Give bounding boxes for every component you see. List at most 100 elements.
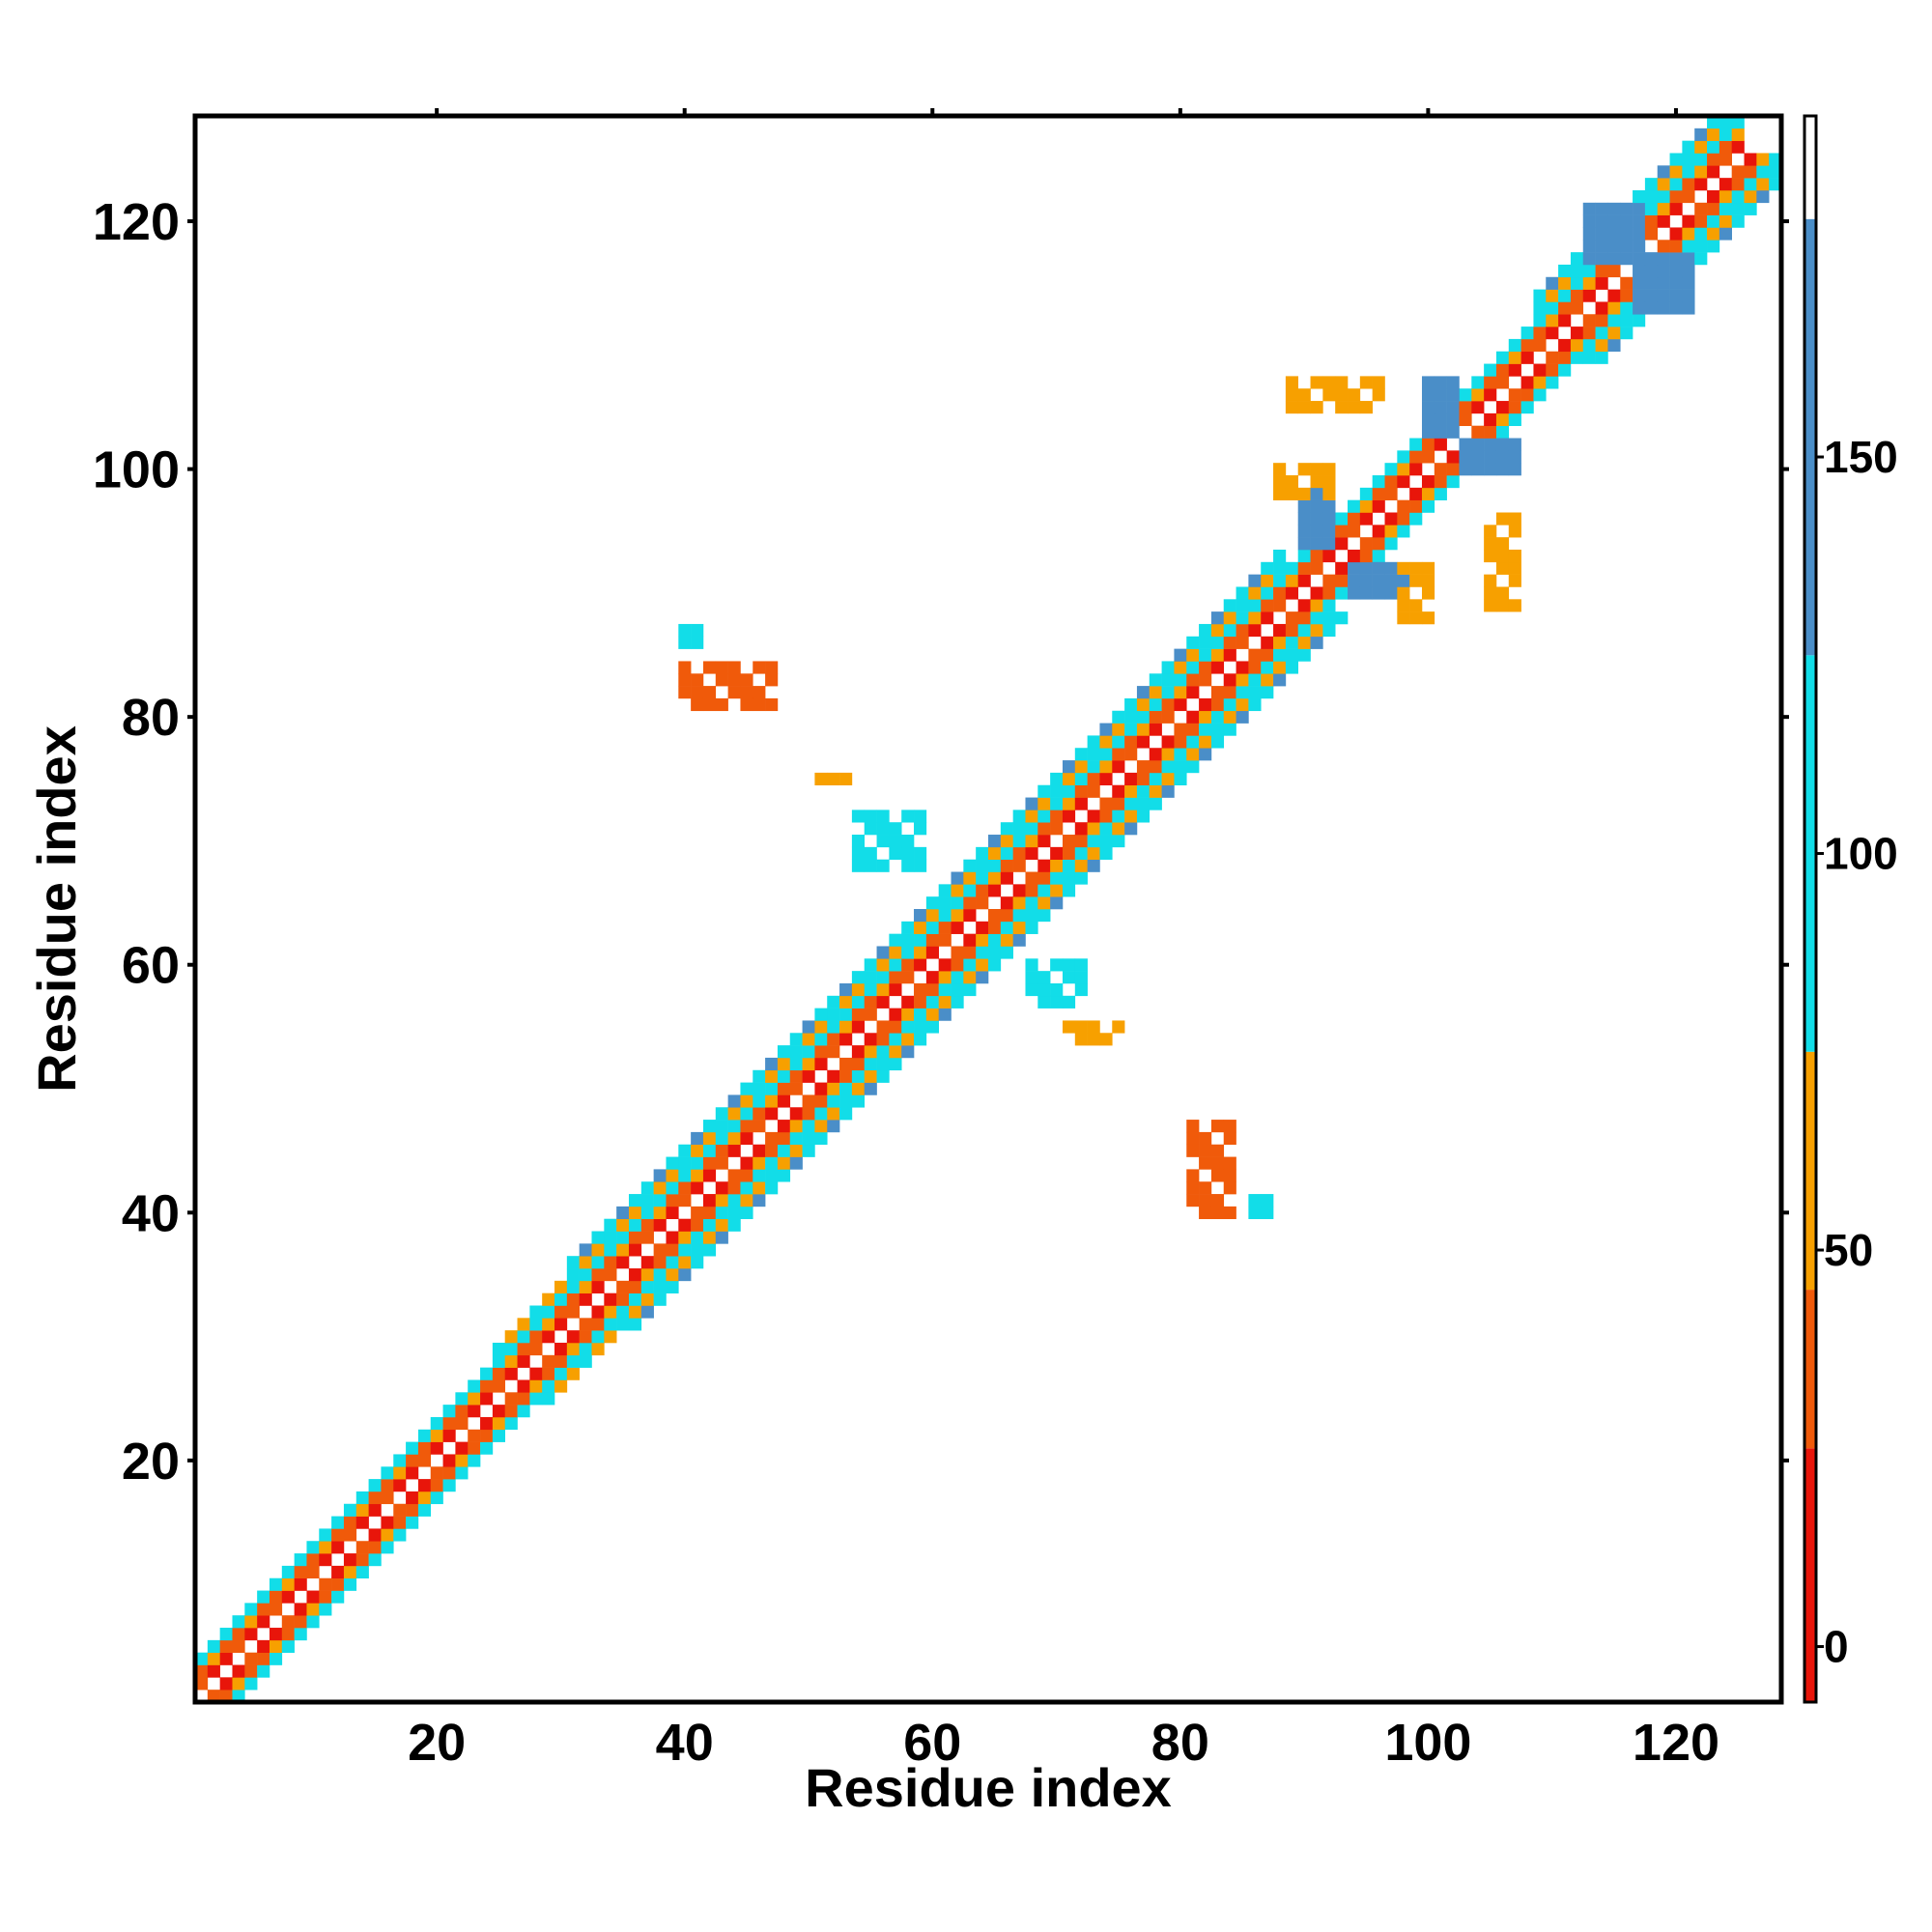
- heatmap-cell: [430, 1479, 443, 1492]
- heatmap-cell: [1297, 537, 1311, 551]
- heatmap-cell: [802, 1020, 815, 1034]
- heatmap-cell: [827, 1094, 840, 1108]
- heatmap-cell: [1495, 549, 1510, 563]
- heatmap-cell: [938, 1008, 952, 1021]
- heatmap-cell: [753, 1156, 766, 1170]
- heatmap-cell: [1322, 549, 1336, 563]
- heatmap-cell: [678, 1231, 692, 1244]
- heatmap-cell: [1124, 748, 1138, 761]
- heatmap-cell: [1508, 599, 1521, 612]
- heatmap-cell: [876, 835, 890, 848]
- heatmap-cell: [1285, 648, 1299, 662]
- heatmap-cell: [1285, 487, 1299, 500]
- heatmap-cell: [951, 871, 964, 885]
- colorbar-frame: [1803, 114, 1818, 1704]
- heatmap-cell: [1719, 189, 1732, 204]
- heatmap-cell: [1199, 1194, 1212, 1208]
- heatmap-cell: [1595, 338, 1608, 353]
- heatmap-cell: [1322, 623, 1336, 638]
- heatmap-cell: [1508, 388, 1521, 402]
- heatmap-cell: [306, 1553, 320, 1567]
- heatmap-cell: [777, 1144, 791, 1157]
- heatmap-cell: [1397, 574, 1410, 587]
- colorbar-band: [1804, 1051, 1816, 1291]
- heatmap-cell: [1471, 450, 1485, 464]
- heatmap-cell: [1285, 623, 1299, 638]
- heatmap-cell: [604, 1231, 617, 1244]
- heatmap-cell: [616, 1318, 630, 1331]
- heatmap-cell: [1199, 1144, 1212, 1157]
- heatmap-cell: [1236, 661, 1249, 674]
- heatmap-cell: [702, 1169, 717, 1182]
- heatmap-cell: [925, 933, 939, 947]
- heatmap-cell: [1037, 909, 1051, 923]
- heatmap-cell: [789, 1045, 803, 1059]
- heatmap-cell: [777, 1169, 791, 1182]
- heatmap-cell: [480, 1379, 494, 1393]
- heatmap-cell: [1620, 214, 1634, 228]
- heatmap-cell: [653, 1218, 667, 1232]
- heatmap-cell: [1669, 165, 1683, 179]
- heatmap-cell: [1310, 525, 1323, 538]
- heatmap-cell: [1174, 686, 1187, 699]
- heatmap-cell: [1062, 784, 1076, 798]
- heatmap-cell: [1335, 525, 1349, 538]
- heatmap-cell: [542, 1305, 555, 1319]
- heatmap-cell: [1297, 549, 1311, 563]
- heatmap-cell: [889, 958, 902, 972]
- heatmap-cell: [591, 1256, 605, 1269]
- heatmap-cell: [269, 1628, 283, 1641]
- heatmap-cell: [1707, 128, 1720, 141]
- heatmap-cell: [554, 1367, 568, 1380]
- heatmap-cell: [492, 1416, 506, 1431]
- heatmap-cell: [1719, 202, 1732, 215]
- heatmap-cell: [331, 1516, 345, 1529]
- heatmap-cell: [827, 1069, 840, 1083]
- heatmap-cell: [666, 1231, 679, 1244]
- heatmap-cell: [1707, 214, 1720, 228]
- heatmap-cell: [1161, 673, 1175, 687]
- heatmap-cell: [1310, 561, 1323, 575]
- heatmap-cell: [827, 1045, 840, 1059]
- heatmap-cell: [319, 1603, 332, 1616]
- heatmap-cell: [851, 1082, 866, 1095]
- heatmap-cell: [579, 1330, 592, 1344]
- heatmap-cell: [1471, 401, 1485, 414]
- heatmap-cell: [554, 1354, 568, 1368]
- heatmap-cell: [1322, 611, 1336, 625]
- heatmap-cell: [666, 1268, 679, 1282]
- heatmap-cell: [914, 958, 927, 972]
- heatmap-cell: [1087, 1020, 1100, 1034]
- heatmap-cell: [765, 1069, 779, 1083]
- heatmap-cell: [1384, 525, 1398, 538]
- heatmap-cell: [1297, 401, 1311, 414]
- heatmap-cell: [1186, 1194, 1200, 1208]
- heatmap-cell: [1434, 463, 1447, 476]
- heatmap-cell: [1657, 264, 1670, 278]
- heatmap-cell: [1223, 1156, 1236, 1170]
- heatmap-cell: [1348, 574, 1361, 587]
- heatmap-cell: [1359, 574, 1373, 587]
- heatmap-cell: [1012, 896, 1026, 910]
- heatmap-cell: [1582, 264, 1596, 278]
- heatmap-cell: [1322, 537, 1336, 551]
- heatmap-cell: [753, 697, 766, 712]
- colorbar-tick-label: 50: [1824, 1225, 1873, 1275]
- heatmap-cell: [219, 1628, 233, 1641]
- heatmap-cell: [1124, 735, 1138, 749]
- heatmap-cell: [1223, 1131, 1236, 1146]
- heatmap-cell: [1000, 909, 1013, 923]
- heatmap-cell: [827, 995, 840, 1009]
- heatmap-cell: [430, 1491, 443, 1505]
- heatmap-cell: [1434, 412, 1447, 427]
- heatmap-cell: [1421, 487, 1435, 500]
- heatmap-cell: [1595, 214, 1608, 228]
- heatmap-cell: [1297, 636, 1311, 649]
- heatmap-cell: [1149, 686, 1162, 699]
- heatmap-cell: [1025, 797, 1038, 810]
- heatmap-cell: [468, 1392, 481, 1406]
- heatmap-cell: [1074, 859, 1088, 872]
- heatmap-cell: [876, 1033, 890, 1046]
- heatmap-cell: [468, 1429, 481, 1442]
- heatmap-cell: [1434, 401, 1447, 414]
